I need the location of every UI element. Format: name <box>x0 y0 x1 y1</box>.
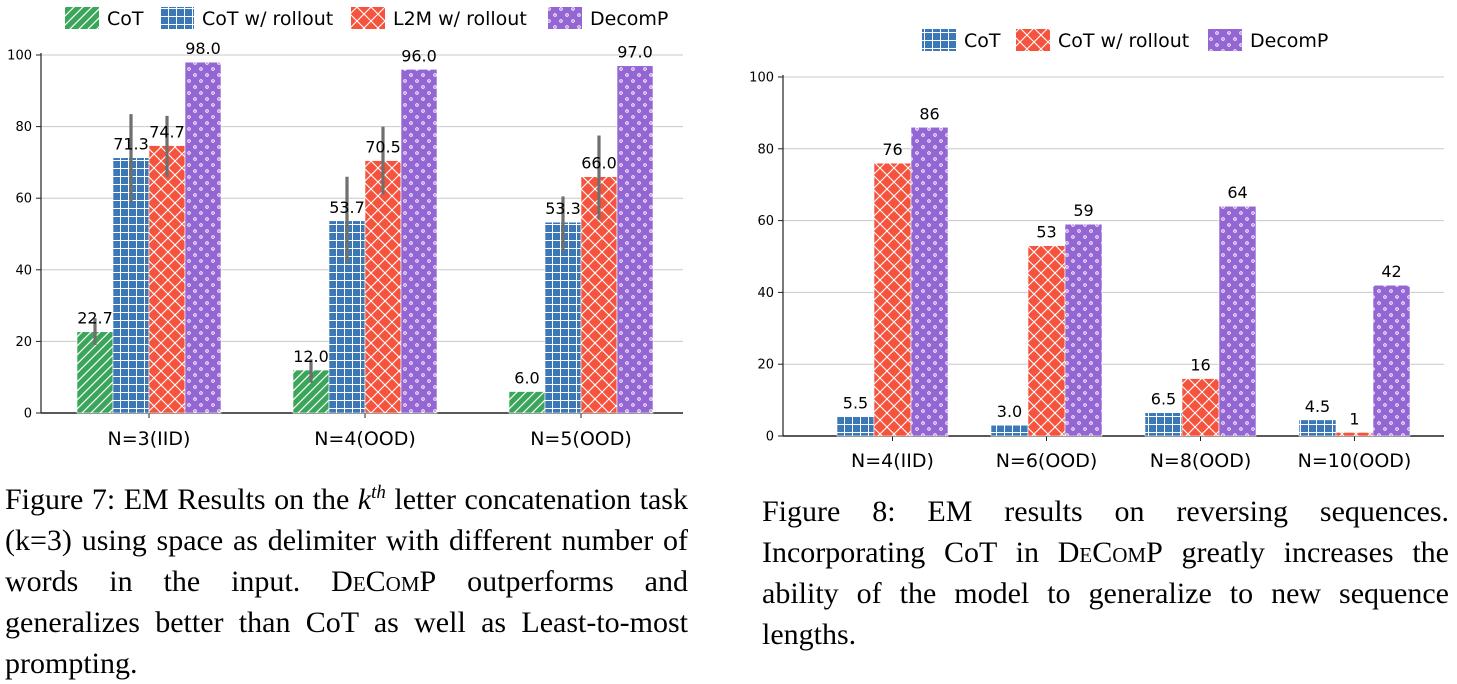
bar-cot-n-6-ood <box>990 424 1029 437</box>
y-tick-label-60: 60 <box>757 214 774 229</box>
legend-label-cot-w-rollout: CoT w/ rollout <box>1058 30 1189 52</box>
value-label-cot-w-rollout-n-8-ood: 16 <box>1190 356 1210 375</box>
figure-7: 0 20 40 60 80 100 N=3(IID) 22.7 71.3 74.7 98.0 N=4(… <box>0 0 700 680</box>
bar-cot-w-rollout-n-4-iid <box>873 162 912 437</box>
bar-cot-n-5-ood <box>508 391 546 414</box>
bar-decomp-n-4-ood <box>400 69 438 414</box>
y-tick-label-0: 0 <box>24 407 32 422</box>
value-label-decomp-n-8-ood: 64 <box>1227 183 1247 202</box>
value-label-decomp-n-10-ood: 42 <box>1381 262 1401 281</box>
bar-cot-w-rollout-n-10-ood <box>1335 432 1374 437</box>
y-tick-label-0: 0 <box>766 430 774 445</box>
figure-7-chart: 0 20 40 60 80 100 N=3(IID) 22.7 71.374.7 98.0 N=4(… <box>7 7 683 450</box>
y-tick-label-80: 80 <box>15 120 32 135</box>
bar-decomp-n-8-ood <box>1218 205 1257 437</box>
bar-decomp-n-5-ood <box>616 65 654 414</box>
value-label-l2m-w-rollout-n-4-ood: 70.5 <box>365 138 401 157</box>
bar-cot-w-rollout-n-8-ood <box>1181 378 1220 437</box>
figure-8: 0 20 40 60 80 100 N=4(IID) 5.5 76 86 N=6(OOD) 3.0 53… <box>740 0 1457 677</box>
legend-label-cot-w-rollout: CoT w/ rollout <box>202 8 333 30</box>
bar-cot-w-rollout-n-5-ood <box>544 221 582 414</box>
x-tick-label-n-4-iid: N=4(IID) <box>851 450 934 472</box>
legend-swatch-cot <box>65 7 99 29</box>
legend-swatch-decomp <box>1208 29 1242 51</box>
bar-cot-n-8-ood <box>1144 412 1183 437</box>
value-label-cot-n-6-ood: 3.0 <box>997 402 1022 421</box>
bar-cot-n-4-iid <box>836 415 875 437</box>
figure-7-caption-th: th <box>371 482 386 503</box>
legend-swatch-cot-w-rollout <box>160 7 194 29</box>
value-label-decomp-n-4-iid: 86 <box>919 104 939 123</box>
value-label-l2m-w-rollout-n-5-ood: 66.0 <box>581 154 617 173</box>
x-tick-label-n-6-ood: N=6(OOD) <box>996 450 1098 472</box>
value-label-cot-w-rollout-n-3-iid: 71.3 <box>113 135 149 154</box>
legend-label-cot: CoT <box>107 8 144 30</box>
bar-decomp-n-4-iid <box>910 126 949 437</box>
figure-7-caption-rest: outperforms and generalizes better than … <box>5 565 688 680</box>
x-tick-label-n-8-ood: N=8(OOD) <box>1150 450 1252 472</box>
x-tick-label-n-3-iid: N=3(IID) <box>108 428 191 450</box>
figure-7-caption: Figure 7: EM Results on the kth letter c… <box>5 472 688 684</box>
y-tick-label-60: 60 <box>15 192 32 207</box>
figure-7-caption-prefix: Figure 7: EM Results on the <box>5 483 358 516</box>
value-label-cot-w-rollout-n-10-ood: 1 <box>1349 409 1359 428</box>
value-label-cot-w-rollout-n-5-ood: 53.3 <box>545 199 581 218</box>
legend-label-decomp: DecomP <box>1250 30 1328 52</box>
y-tick-label-40: 40 <box>15 263 32 278</box>
value-label-cot-n-8-ood: 6.5 <box>1151 390 1176 409</box>
y-tick-label-100: 100 <box>7 49 32 64</box>
value-label-decomp-n-4-ood: 96.0 <box>401 46 437 65</box>
value-label-cot-w-rollout-n-4-iid: 76 <box>882 140 902 159</box>
bar-cot-n-10-ood <box>1298 419 1337 437</box>
bar-decomp-n-3-iid <box>184 61 222 414</box>
legend-label-cot: CoT <box>964 30 1001 52</box>
x-tick-label-n-4-ood: N=4(OOD) <box>314 428 416 450</box>
figure-7-caption-body: letter concatenation task (k=3) using sp… <box>5 483 688 598</box>
value-label-l2m-w-rollout-n-3-iid: 74.7 <box>149 123 185 142</box>
value-label-cot-n-4-iid: 5.5 <box>843 393 868 412</box>
x-tick-label-n-10-ood: N=10(OOD) <box>1298 450 1412 472</box>
value-label-cot-n-5-ood: 6.0 <box>514 369 539 388</box>
figure-8-caption: Figure 8: EM results on reversing sequen… <box>762 491 1449 655</box>
bar-decomp-n-10-ood <box>1372 284 1411 437</box>
figure-8-chart: 0 20 40 60 80 100 N=4(IID) 5.5 76 86 N=6(OOD) 3.0 53… <box>749 29 1444 472</box>
value-label-cot-n-4-ood: 12.0 <box>293 347 329 366</box>
legend-label-decomp: DecomP <box>590 8 668 30</box>
figure-7-caption-decomp: DeComP <box>331 565 437 598</box>
bar-decomp-n-6-ood <box>1064 223 1103 437</box>
figure-8-caption-prefix: Figure 8: EM results on reversing sequen… <box>762 495 1449 569</box>
figure-8-caption-decomp: DeComP <box>1057 536 1163 569</box>
value-label-cot-w-rollout-n-4-ood: 53.7 <box>329 198 365 217</box>
y-tick-label-80: 80 <box>757 142 774 157</box>
bar-cot-w-rollout-n-6-ood <box>1027 245 1066 437</box>
legend-swatch-l2m-w-rollout <box>351 7 385 29</box>
y-tick-label-40: 40 <box>757 286 774 301</box>
legend-swatch-cot <box>922 29 956 51</box>
y-tick-label-20: 20 <box>757 358 774 373</box>
x-tick-label-n-5-ood: N=5(OOD) <box>530 428 632 450</box>
value-label-cot-w-rollout-n-6-ood: 53 <box>1036 223 1056 242</box>
value-label-decomp-n-6-ood: 59 <box>1073 201 1093 220</box>
value-label-decomp-n-3-iid: 98.0 <box>185 39 221 58</box>
value-label-cot-n-10-ood: 4.5 <box>1305 397 1330 416</box>
figure-8-caption-rest: greatly increases the ability of the mod… <box>762 536 1449 651</box>
value-label-cot-n-3-iid: 22.7 <box>77 309 113 328</box>
bar-l2m-w-rollout-n-3-iid <box>148 145 186 414</box>
legend-swatch-cot-w-rollout <box>1016 29 1050 51</box>
legend-swatch-decomp <box>548 7 582 29</box>
y-tick-label-20: 20 <box>15 335 32 350</box>
figure-7-caption-k: k <box>357 483 372 516</box>
bar-l2m-w-rollout-n-4-ood <box>364 160 402 414</box>
value-label-decomp-n-5-ood: 97.0 <box>617 43 653 62</box>
y-tick-label-100: 100 <box>749 71 774 86</box>
legend-label-l2m-w-rollout: L2M w/ rollout <box>393 8 527 30</box>
